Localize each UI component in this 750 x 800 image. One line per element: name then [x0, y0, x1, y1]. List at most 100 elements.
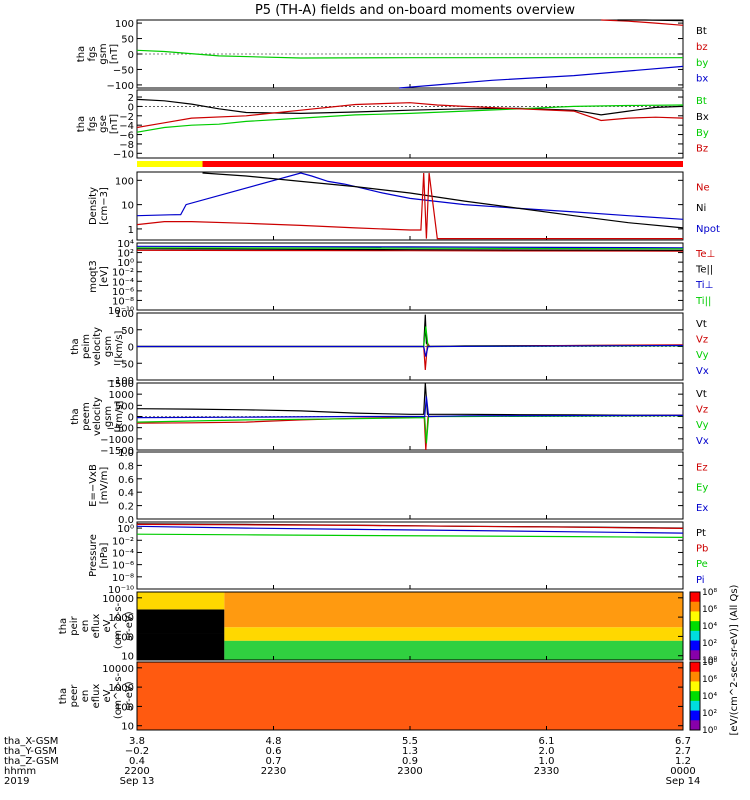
y-axis-label: E=−VxB — [88, 464, 99, 507]
legend-entry: Bt — [696, 26, 707, 37]
y-tick-label: −1500 — [100, 446, 134, 457]
legend-entry: Ey — [696, 483, 708, 494]
y-axis-label: sr-eV) — [124, 611, 135, 640]
y-tick-label: −500 — [107, 424, 134, 435]
series-line — [136, 102, 684, 129]
y-axis-label: [km/s] — [114, 330, 125, 362]
y-axis-label: tha — [76, 116, 87, 132]
y-tick-label: 0 — [128, 102, 134, 113]
heatmap-band — [224, 640, 684, 660]
y-axis-label: peem — [81, 402, 92, 430]
y-axis-label: eflux — [91, 684, 102, 709]
series-line — [136, 248, 684, 251]
legend-entry: Ti⊥ — [695, 280, 713, 291]
y-axis-label: fgs — [87, 116, 98, 131]
legend-entry: Vy — [696, 420, 709, 431]
y-axis-label: gsm — [103, 406, 114, 427]
legend-entry: Bx — [696, 112, 709, 123]
legend-entry: Npot — [696, 224, 720, 235]
y-axis-label: (cm^2-s- — [113, 602, 124, 649]
legend-entry: Pi — [696, 575, 705, 586]
y-axis-label: (cm^2-s- — [113, 672, 124, 719]
colorbar-segment — [690, 630, 700, 642]
x-tick-label: Sep 13 — [120, 776, 155, 787]
series-line — [136, 396, 684, 419]
y-tick-label: −2 — [119, 112, 134, 123]
heatmap-band — [137, 592, 225, 610]
y-axis-label: tha — [70, 408, 81, 424]
y-tick-label: 10⁻² — [112, 536, 134, 547]
y-tick-label: 0.6 — [118, 475, 134, 486]
x-row-label: tha_Z-GSM — [4, 756, 59, 767]
x-tick-label: 5.5 — [402, 736, 418, 747]
y-tick-label: 1.0 — [118, 448, 134, 459]
legend-entry: Bz — [696, 144, 708, 155]
y-tick-label: 100 — [115, 702, 134, 713]
y-tick-label: 10⁰ — [117, 258, 134, 269]
y-tick-label: 10² — [117, 249, 134, 260]
x-tick-label: 0000 — [670, 766, 695, 777]
y-axis-label: tha — [70, 338, 81, 354]
colorbar-tick-label: 10⁴ — [702, 622, 717, 632]
y-tick-label: 10⁻¹⁰ — [108, 306, 134, 317]
series-line — [137, 314, 684, 348]
y-tick-label: −50 — [113, 65, 134, 76]
y-tick-label: 0.2 — [118, 502, 134, 513]
legend-entry: Ez — [696, 462, 708, 473]
y-axis-label: gse — [98, 115, 109, 133]
legend-entry: Te|| — [695, 265, 713, 276]
legend-entry: Ti|| — [695, 296, 711, 307]
series-line — [137, 326, 684, 348]
y-axis-label: velocity — [92, 397, 103, 436]
y-axis-label: peir — [69, 615, 80, 635]
y-tick-label: 10⁻⁶ — [112, 561, 134, 572]
panel-density — [136, 171, 684, 241]
y-tick-label: −4 — [119, 121, 134, 132]
panel-peem_velocity — [136, 382, 684, 451]
y-tick-label: 10⁻⁴ — [112, 548, 134, 559]
heatmap-band — [137, 662, 683, 730]
legend-entry: Te⊥ — [695, 249, 715, 260]
series-line — [399, 65, 684, 89]
y-tick-label: 1000 — [109, 390, 134, 401]
legend-entry: bz — [696, 42, 708, 53]
y-tick-label: 0.0 — [118, 515, 134, 526]
x-tick-label: 2230 — [261, 766, 286, 777]
series-line — [136, 523, 684, 529]
mode-bar-segment — [202, 161, 683, 167]
panel-peir_spectrogram — [136, 591, 701, 661]
series-line — [136, 245, 684, 249]
colorbar-frame — [689, 591, 701, 661]
y-tick-label: 1000 — [109, 613, 134, 624]
y-tick-label: 0 — [128, 413, 134, 424]
panel-peer_spectrogram — [136, 661, 701, 731]
colorbar-tick-label: 10² — [702, 639, 717, 649]
y-tick-label: −6 — [119, 131, 134, 142]
colorbar-segment — [690, 611, 700, 622]
x-tick-label: 2.7 — [675, 746, 691, 757]
x-tick-label: 0.4 — [129, 756, 145, 767]
legend-entry: Vt — [696, 389, 707, 400]
legend-entry: Ex — [696, 503, 708, 514]
y-tick-label: 1500 — [109, 379, 134, 390]
y-tick-label: 10⁻⁶ — [112, 287, 134, 298]
mode-bar-segment — [137, 161, 203, 167]
x-tick-label: 2200 — [124, 766, 149, 777]
colorbar-tick-label: 10⁴ — [702, 692, 717, 702]
y-tick-label: −10 — [113, 149, 134, 160]
x-tick-label: 4.8 — [266, 736, 282, 747]
heatmap-band — [224, 592, 684, 628]
y-axis-label: tha — [58, 688, 69, 704]
colorbar-segment — [690, 592, 700, 603]
y-tick-label: 0 — [128, 343, 134, 354]
x-tick-label: 6.1 — [539, 736, 555, 747]
heatmap-band — [137, 609, 225, 634]
y-tick-label: 10⁻⁸ — [112, 573, 134, 584]
colorbar-segment — [690, 720, 700, 731]
y-tick-label: 50 — [121, 326, 134, 337]
panel-efield — [136, 451, 684, 520]
colorbar-tick-label: 10⁰ — [702, 726, 717, 736]
x-tick-label: 6.7 — [675, 736, 691, 747]
